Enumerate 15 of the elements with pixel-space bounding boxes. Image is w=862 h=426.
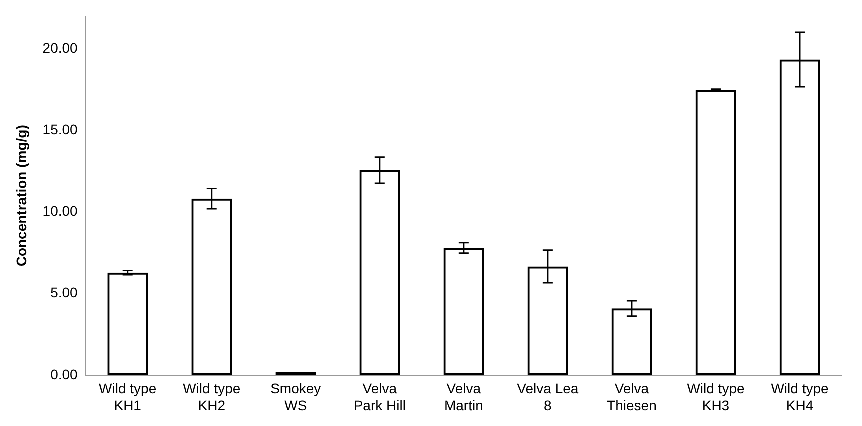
x-tick-label: Wild type KH4 [771,380,829,414]
y-tick-label: 10.00 [42,203,78,220]
x-tick-label: Velva Park Hill [354,380,406,414]
x-tick-label: Velva Martin [444,380,484,414]
y-tick-label: 0.00 [50,366,78,382]
y-axis-title: Concentration (mg/g) [13,125,30,267]
y-tick-label: 20.00 [42,40,78,56]
x-tick-label: Velva Thiesen [607,380,657,414]
x-tick-label: Wild type KH1 [99,380,157,414]
x-tick-label: Wild type KH3 [687,380,745,414]
y-tick-label: 5.00 [50,284,78,301]
x-tick-label: Velva Lea 8 [517,380,579,414]
y-tick-label: 15.00 [42,121,78,138]
x-tick-label: Wild type KH2 [183,380,241,414]
x-tick-label: Smokey WS [270,380,322,414]
